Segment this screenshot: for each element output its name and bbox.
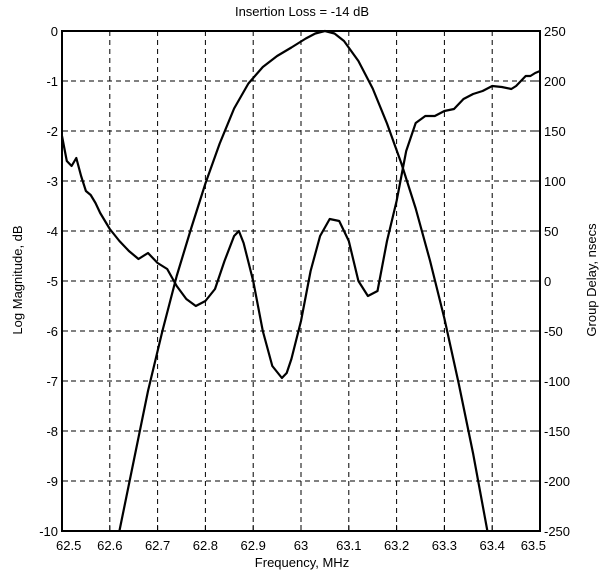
y2-tick-label: -100 xyxy=(544,374,570,389)
y2-tick-label: -250 xyxy=(544,524,570,539)
y-tick-label: -5 xyxy=(46,274,58,289)
x-tick-label: 62.7 xyxy=(145,538,170,553)
y-tick-label: -4 xyxy=(46,224,58,239)
y2-tick-label: -150 xyxy=(544,424,570,439)
y2-tick-label: -200 xyxy=(544,474,570,489)
series-group xyxy=(60,29,541,532)
y-axis-title: Log Magnitude, dB xyxy=(10,225,25,334)
x-axis-title: Frequency, MHz xyxy=(255,555,349,570)
y2-tick-label: 200 xyxy=(544,74,566,89)
y-tick-label: -8 xyxy=(46,424,58,439)
x-tick-label: 62.9 xyxy=(241,538,266,553)
y-tick-label: -10 xyxy=(39,524,58,539)
x-tick-label: 63.3 xyxy=(432,538,457,553)
x-tick-label: 63.2 xyxy=(384,538,409,553)
x-tick-label: 62.8 xyxy=(193,538,218,553)
magnitude-line xyxy=(118,29,489,532)
y-tick-label: 0 xyxy=(51,24,58,39)
x-tick-label: 63.5 xyxy=(521,538,546,553)
y2-tick-label: 150 xyxy=(544,124,566,139)
y2-tick-label: -50 xyxy=(544,324,563,339)
y2-tick-label: 100 xyxy=(544,174,566,189)
y2-tick-label: 250 xyxy=(544,24,566,39)
grid xyxy=(62,31,540,531)
x-tick-label: 62.5 xyxy=(56,538,81,553)
x-tick-label: 63 xyxy=(294,538,308,553)
x-tick-label: 63.1 xyxy=(336,538,361,553)
y-tick-label: -7 xyxy=(46,374,58,389)
y-tick-label: -1 xyxy=(46,74,58,89)
y-tick-label: -2 xyxy=(46,124,58,139)
chart-title: Insertion Loss = -14 dB xyxy=(235,4,369,19)
y2-tick-label: 0 xyxy=(544,274,551,289)
y2-tick-label: 50 xyxy=(544,224,558,239)
x-tick-label: 63.4 xyxy=(480,538,505,553)
x-tick-label: 62.6 xyxy=(97,538,122,553)
tick-labels: 62.5 62.6 62.7 62.8 62.9 63 63.1 63.2 63.3 63.4 63… xyxy=(39,24,570,553)
group-delay-line xyxy=(60,69,541,380)
y-tick-label: -6 xyxy=(46,324,58,339)
y-tick-label: -3 xyxy=(46,174,58,189)
y-tick-label: -9 xyxy=(46,474,58,489)
y2-axis-title: Group Delay, nsecs xyxy=(584,223,599,337)
